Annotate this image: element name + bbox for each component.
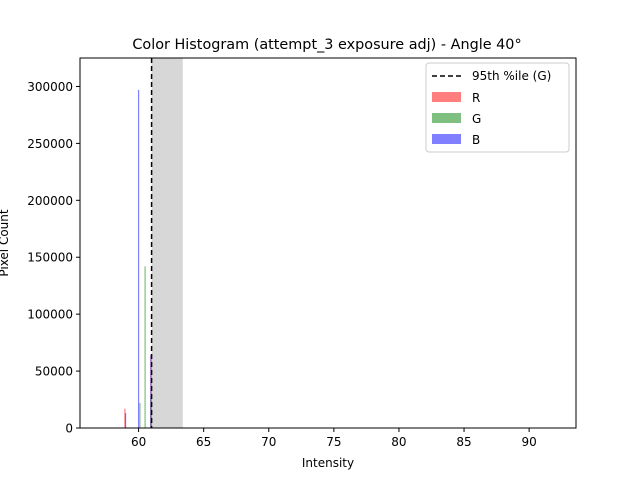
plot-frame [79,57,577,429]
x-axis-label: Intensity [302,456,354,470]
y-tick-label: 200000 [27,194,73,208]
chart-title: Color Histogram (attempt_3 exposure adj)… [132,37,521,53]
bars-layer [124,89,152,428]
x-ticks: 60 65 70 75 80 85 90 [131,428,537,449]
y-tick-label: 300000 [27,80,73,94]
bar-b [124,413,127,428]
y-tick-label: 0 [65,422,73,436]
legend: 95th %ile (G) R G B [425,62,570,153]
y-ticks: 0 50000 100000 150000 200000 250000 300000 [27,80,80,436]
legend-label-b: B [472,133,480,147]
bar-g [139,402,141,428]
legend-label-r: R [472,91,480,105]
x-tick-label: 65 [196,435,211,449]
bar-g [144,266,146,428]
x-tick-label: 80 [391,435,406,449]
x-tick-label: 70 [261,435,276,449]
legend-label-percentile: 95th %ile (G) [472,69,551,83]
shaded-band [151,58,183,428]
bar-b [137,89,140,428]
x-tick-label: 60 [131,435,146,449]
legend-swatch-r [432,92,461,102]
y-tick-label: 50000 [35,365,73,379]
legend-label-g: G [472,112,481,126]
legend-swatch-b [432,134,461,144]
y-axis-label: Pixel Count [0,209,11,277]
x-tick-label: 75 [326,435,341,449]
bar-b [150,355,152,428]
legend-box [425,62,570,153]
x-tick-label: 90 [521,435,536,449]
x-tick-label: 85 [456,435,471,449]
y-tick-label: 100000 [27,308,73,322]
y-tick-label: 250000 [27,137,73,151]
legend-swatch-g [432,113,461,123]
bar-r [124,408,126,428]
shaded-band-layer [151,58,183,428]
y-tick-label: 150000 [27,251,73,265]
